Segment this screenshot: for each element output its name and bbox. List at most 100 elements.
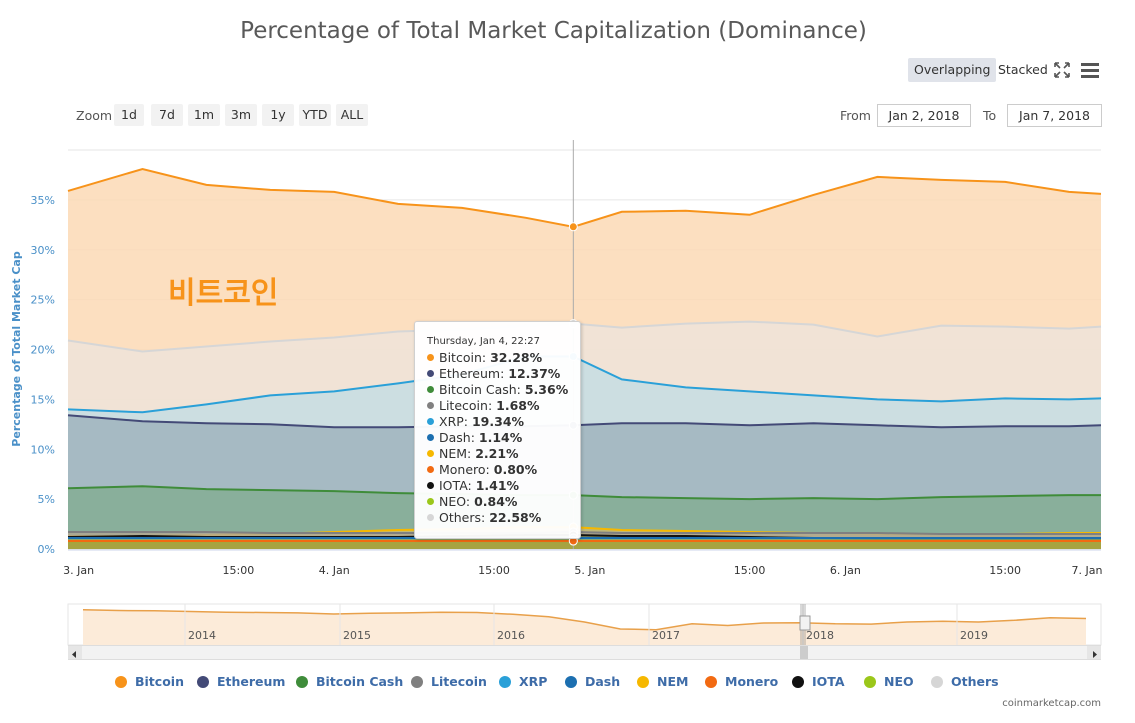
tooltip-dot bbox=[427, 450, 434, 457]
zoom-3m-button[interactable]: 3m bbox=[225, 104, 257, 126]
legend-item-neo[interactable]: NEO bbox=[864, 673, 914, 691]
zoom-all-button[interactable]: ALL bbox=[336, 104, 368, 126]
legend-item-dash[interactable]: Dash bbox=[565, 673, 620, 691]
line-litecoin bbox=[68, 530, 1101, 535]
tooltip-row: Dash: 1.14% bbox=[427, 430, 522, 446]
legend-label: IOTA bbox=[812, 674, 845, 689]
navigator-tick-label: 2018 bbox=[806, 629, 834, 642]
chart-title: Percentage of Total Market Capitalizatio… bbox=[240, 18, 867, 44]
tooltip-dot bbox=[427, 466, 434, 473]
tooltip-series-name: XRP: bbox=[439, 414, 472, 429]
tooltip-dot bbox=[427, 370, 434, 377]
zoom-1d-button[interactable]: 1d bbox=[114, 104, 144, 126]
legend-item-others[interactable]: Others bbox=[931, 673, 999, 691]
legend-label: NEM bbox=[657, 674, 689, 689]
legend-item-bitcoin-cash[interactable]: Bitcoin Cash bbox=[296, 673, 403, 691]
navigator-scrollbar[interactable] bbox=[68, 645, 1101, 660]
legend-label: Dash bbox=[585, 674, 621, 689]
tooltip-series-name: Ethereum: bbox=[439, 366, 509, 381]
tooltip-row: Monero: 0.80% bbox=[427, 462, 537, 478]
legend-item-litecoin[interactable]: Litecoin bbox=[411, 673, 487, 691]
tooltip-series-name: NEM: bbox=[439, 446, 476, 461]
navigator-tick-label: 2017 bbox=[652, 629, 680, 642]
y-tick-label: 25% bbox=[31, 294, 55, 307]
scroll-left-button[interactable] bbox=[68, 646, 82, 659]
tooltip-series-value: 22.58% bbox=[489, 510, 542, 525]
zoom-7d-button[interactable]: 7d bbox=[151, 104, 183, 126]
legend-dot bbox=[499, 676, 511, 688]
legend-item-bitcoin[interactable]: Bitcoin bbox=[115, 673, 184, 691]
tooltip-dot bbox=[427, 498, 434, 505]
to-label: To bbox=[983, 108, 997, 123]
legend-dot bbox=[931, 676, 943, 688]
line-ethereum bbox=[67, 414, 1102, 429]
tooltip-row: Bitcoin Cash: 5.36% bbox=[427, 382, 568, 398]
legend-dot bbox=[637, 676, 649, 688]
tooltip-series-value: 1.14% bbox=[478, 430, 523, 445]
credit-link[interactable]: coinmarketcap.com bbox=[1002, 698, 1101, 709]
x-tick-label: 4. Jan bbox=[319, 564, 350, 577]
from-date-input[interactable]: Jan 2, 2018 bbox=[877, 104, 971, 127]
line-bitcoin bbox=[67, 167, 1102, 228]
tooltip-series-value: 0.80% bbox=[493, 462, 538, 477]
zoom-1y-button[interactable]: 1y bbox=[262, 104, 294, 126]
tooltip-row: Litecoin: 1.68% bbox=[427, 398, 540, 414]
overlapping-button[interactable]: Overlapping bbox=[908, 58, 997, 82]
tooltip-row: Others: 22.58% bbox=[427, 510, 541, 526]
legend-dot bbox=[197, 676, 209, 688]
navigator-handle[interactable] bbox=[799, 615, 811, 631]
tooltip-row: XRP: 19.34% bbox=[427, 414, 524, 430]
legend-dot bbox=[411, 676, 423, 688]
tooltip-series-value: 0.84% bbox=[474, 494, 518, 509]
tooltip-date: Thursday, Jan 4, 22:27 bbox=[427, 336, 540, 347]
tooltip-row: NEM: 2.21% bbox=[427, 446, 519, 462]
scroll-right-button[interactable] bbox=[1087, 646, 1101, 659]
tooltip-series-value: 2.21% bbox=[475, 446, 519, 461]
y-tick-label: 0% bbox=[38, 543, 55, 556]
tooltip-series-value: 5.36% bbox=[524, 382, 569, 397]
from-label: From bbox=[840, 108, 871, 123]
legend-dot bbox=[705, 676, 717, 688]
hamburger-menu-icon[interactable] bbox=[1081, 62, 1099, 78]
legend-dot bbox=[792, 676, 804, 688]
to-date-input[interactable]: Jan 7, 2018 bbox=[1007, 104, 1102, 127]
legend-label: Litecoin bbox=[431, 674, 487, 689]
tooltip-series-value: 12.37% bbox=[508, 366, 561, 381]
legend-item-monero[interactable]: Monero bbox=[705, 673, 778, 691]
arrow-left-icon bbox=[72, 651, 76, 658]
y-tick-label: 5% bbox=[38, 493, 55, 506]
stacked-button[interactable]: Stacked bbox=[998, 62, 1048, 77]
navigator-tick-label: 2015 bbox=[343, 629, 371, 642]
tooltip-dot bbox=[427, 402, 434, 409]
tooltip-series-value: 32.28% bbox=[490, 350, 543, 365]
x-tick-label: 3. Jan bbox=[63, 564, 94, 577]
legend-item-nem[interactable]: NEM bbox=[637, 673, 688, 691]
tooltip-series-name: Bitcoin Cash: bbox=[439, 382, 525, 397]
y-tick-label: 10% bbox=[31, 443, 55, 456]
legend-label: NEO bbox=[884, 674, 914, 689]
legend-item-xrp[interactable]: XRP bbox=[499, 673, 547, 691]
y-axis-title: Percentage of Total Market Cap bbox=[10, 251, 23, 447]
legend-item-ethereum[interactable]: Ethereum bbox=[197, 673, 285, 691]
legend-label: Monero bbox=[725, 674, 779, 689]
zoom-1m-button[interactable]: 1m bbox=[188, 104, 220, 126]
tooltip-series-name: Litecoin: bbox=[439, 398, 497, 413]
tooltip-dot bbox=[427, 514, 434, 521]
legend-item-iota[interactable]: IOTA bbox=[792, 673, 845, 691]
tooltip-row: Bitcoin: 32.28% bbox=[427, 350, 542, 366]
y-tick-label: 30% bbox=[31, 244, 55, 257]
tooltip-series-name: Bitcoin: bbox=[439, 350, 491, 365]
scrollbar-thumb[interactable] bbox=[800, 646, 808, 659]
line-others bbox=[67, 320, 1102, 353]
legend-label: Bitcoin bbox=[135, 674, 184, 689]
fullscreen-icon[interactable] bbox=[1053, 61, 1071, 79]
tooltip-series-name: Others: bbox=[439, 510, 490, 525]
x-tick-label: 7. Jan bbox=[1072, 564, 1103, 577]
navigator[interactable]: 2014 2015 2016 2017 2018 2019 bbox=[67, 603, 1102, 646]
zoom-ytd-button[interactable]: YTD bbox=[299, 104, 331, 126]
navigator-tick-label: 2019 bbox=[960, 629, 988, 642]
legend-dot bbox=[864, 676, 876, 688]
tooltip-dot bbox=[427, 386, 434, 393]
arrow-right-icon bbox=[1093, 651, 1097, 658]
